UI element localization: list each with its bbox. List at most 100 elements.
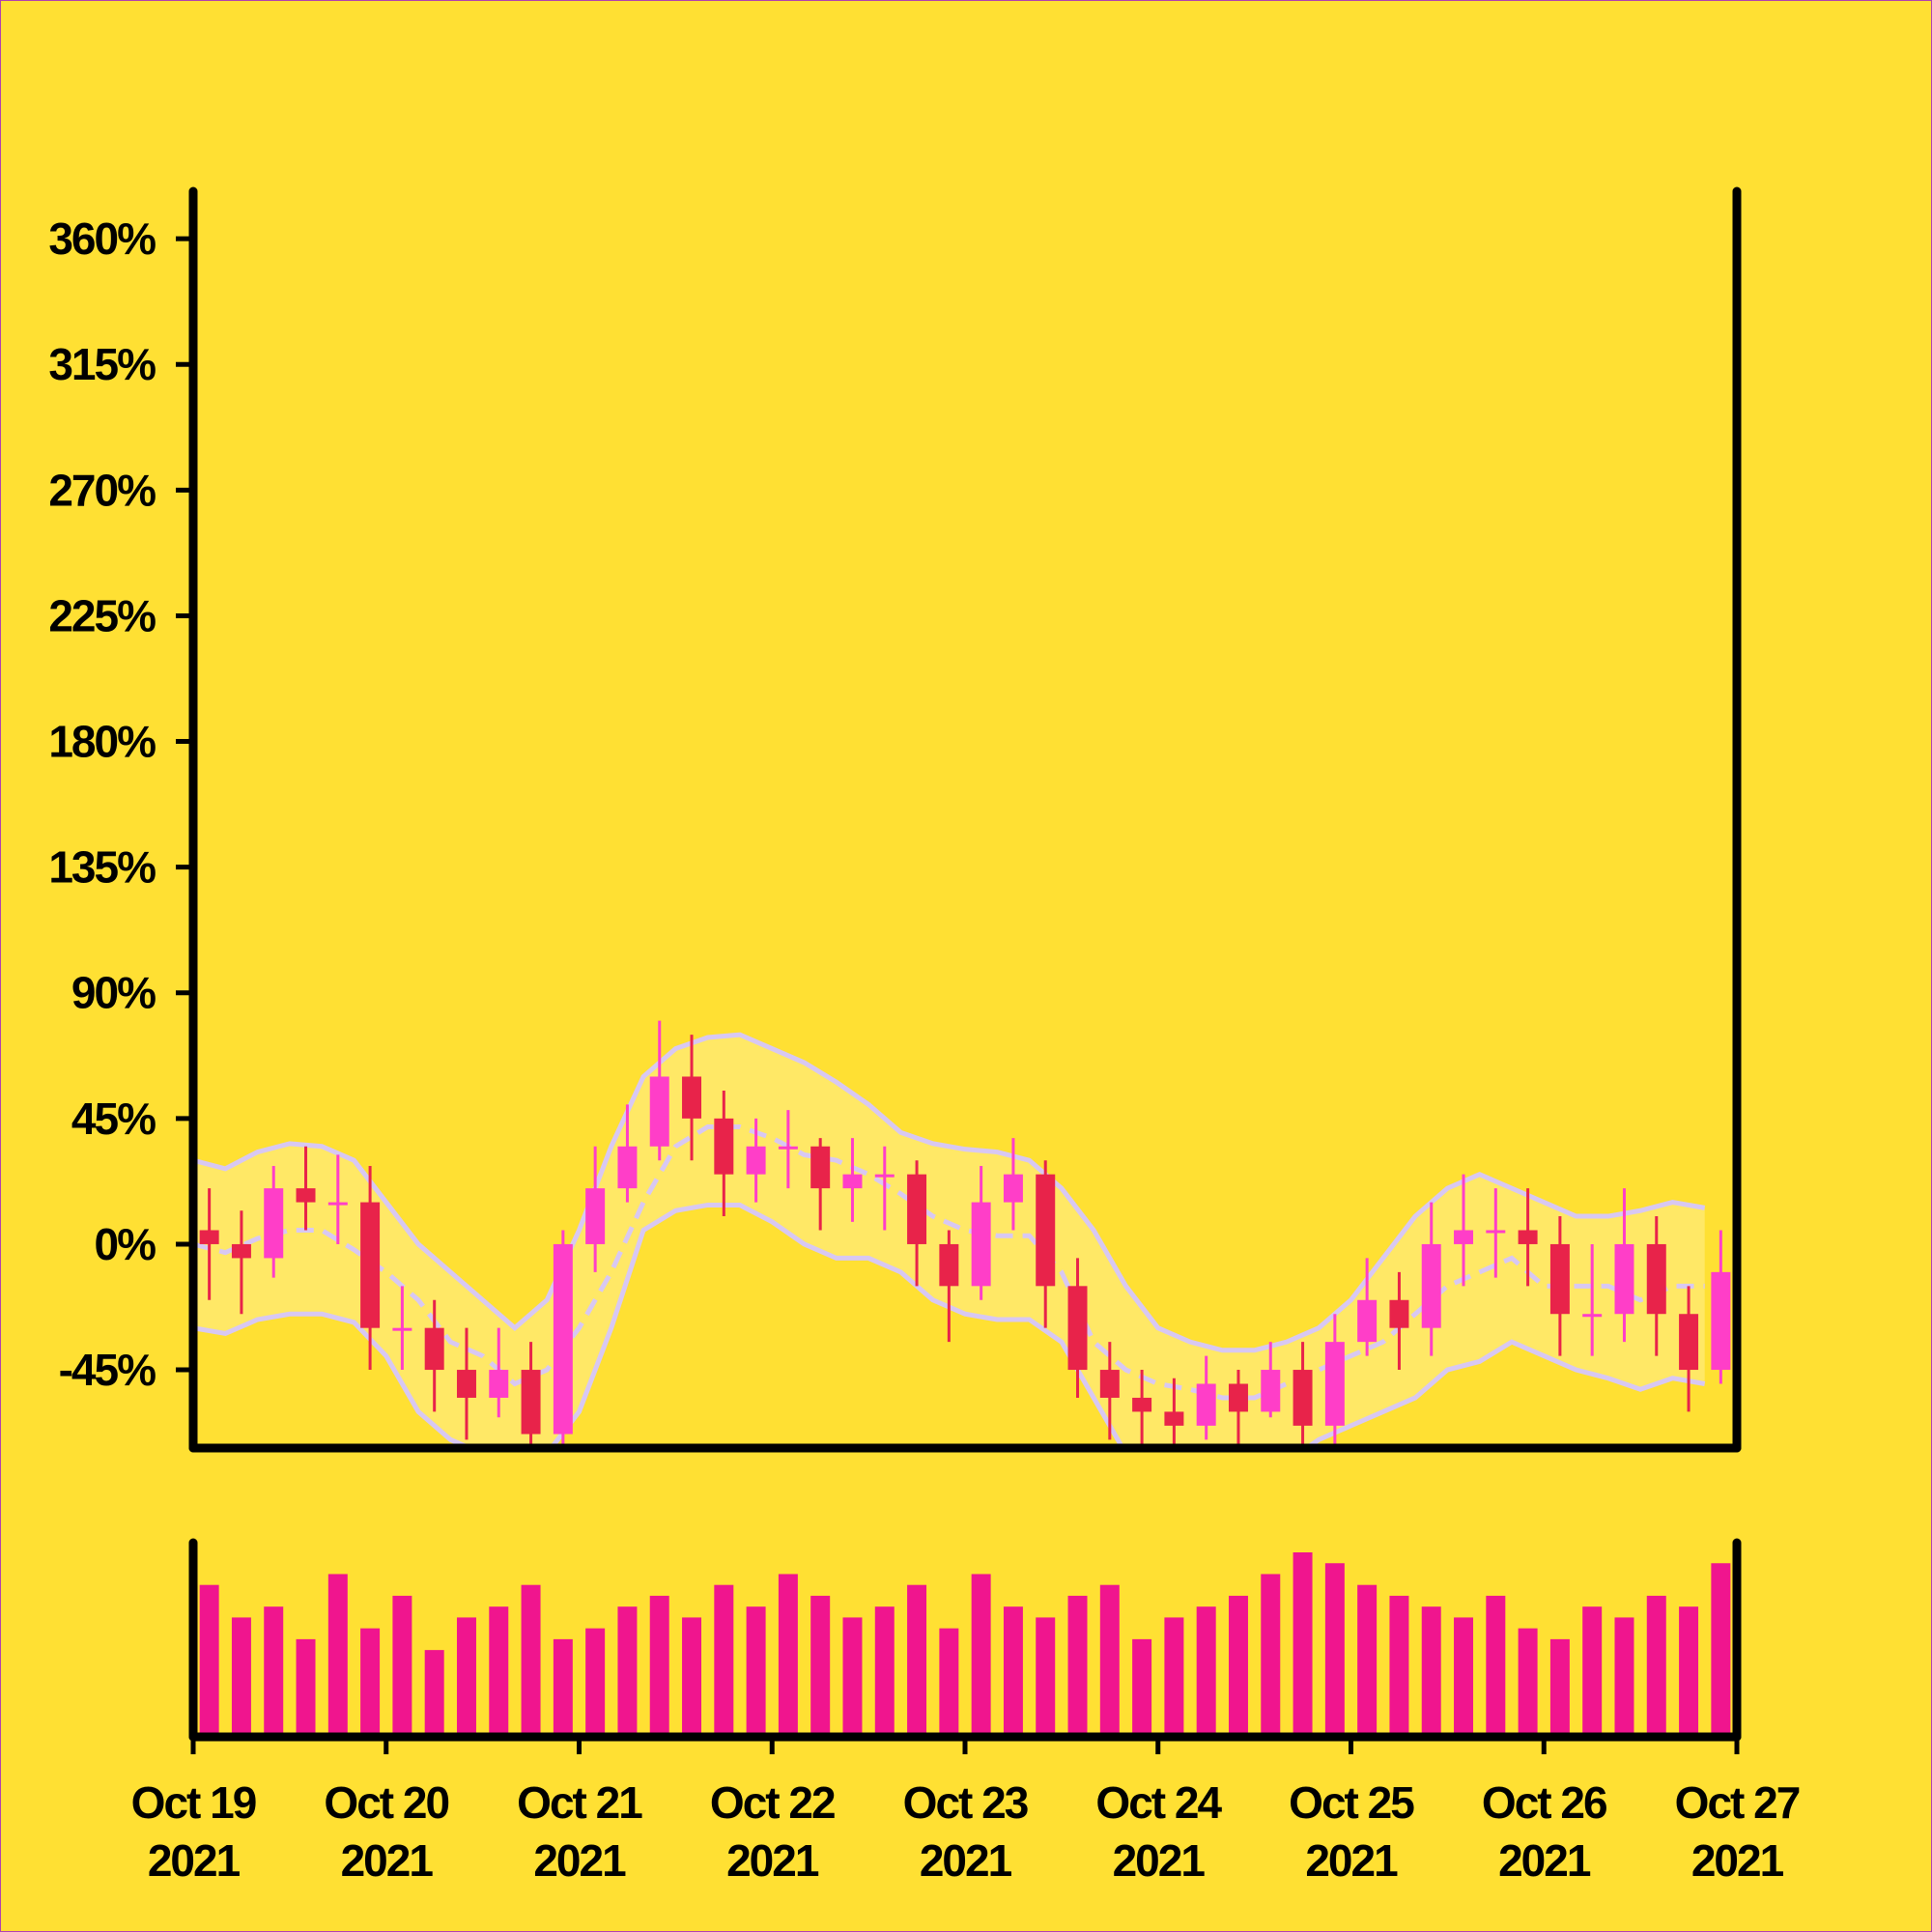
x-tick-label: Oct 25 <box>1289 1777 1414 1828</box>
volume-bar <box>1099 1584 1120 1737</box>
volume-bar <box>1293 1552 1313 1737</box>
volume-bar <box>1518 1628 1538 1737</box>
candle-body <box>456 1370 476 1398</box>
x-tick-label: Oct 21 <box>517 1777 642 1828</box>
candle-body <box>1711 1271 1731 1371</box>
volume-bar <box>1067 1595 1088 1737</box>
volume-bar <box>1454 1617 1474 1737</box>
candle-body <box>1582 1314 1603 1318</box>
candle-body <box>778 1146 798 1150</box>
candle-body <box>1293 1370 1313 1426</box>
volume-bar <box>842 1617 863 1737</box>
candle-body <box>1036 1174 1056 1287</box>
candle-body <box>1357 1299 1378 1343</box>
candle-body <box>1614 1243 1634 1315</box>
candle-body <box>714 1118 734 1175</box>
candle-body <box>971 1202 991 1287</box>
x-tick-label: 2021 <box>920 1835 1012 1886</box>
volume-bar <box>617 1606 638 1737</box>
band-upper <box>193 1032 1706 1353</box>
volume-bar <box>1389 1595 1409 1737</box>
volume-bar <box>489 1606 509 1737</box>
candle-body <box>682 1076 702 1119</box>
volume-bar <box>553 1638 573 1737</box>
x-tick-label: Oct 26 <box>1482 1777 1606 1828</box>
volume-bar <box>1261 1574 1281 1737</box>
candle-body <box>1196 1383 1216 1426</box>
x-tick-label: Oct 19 <box>131 1777 256 1828</box>
y-tick-label: -45% <box>59 1345 156 1395</box>
candle-body <box>874 1174 895 1178</box>
x-tick-label: 2021 <box>1498 1835 1591 1886</box>
y-tick-label: 90% <box>71 968 156 1018</box>
candle-body <box>1164 1411 1184 1426</box>
candle-body <box>1324 1342 1345 1426</box>
candle-body <box>585 1188 606 1244</box>
volume-bar <box>231 1617 251 1737</box>
candle-body <box>424 1327 444 1371</box>
candle-body <box>1454 1230 1474 1244</box>
volume-bar <box>778 1574 798 1737</box>
candle-body <box>1421 1243 1441 1328</box>
y-tick-label: 315% <box>48 339 156 389</box>
candle-body <box>521 1370 541 1435</box>
volume-bar <box>264 1606 284 1737</box>
volume-bar <box>360 1628 381 1737</box>
volume-area <box>199 1552 1731 1737</box>
candle-body <box>842 1174 863 1189</box>
volume-bar <box>1679 1606 1699 1737</box>
axes: -45% 0% 45% 90% 135% 180% 225% 270% 315% 360% Oct … <box>48 186 1802 1886</box>
x-tick-label: Oct 23 <box>903 1777 1028 1828</box>
volume-bar <box>1196 1606 1216 1737</box>
volume-bar <box>1711 1563 1731 1737</box>
volume-bar <box>1646 1595 1666 1737</box>
x-tick-label: 2021 <box>1305 1835 1398 1886</box>
volume-bar <box>810 1595 831 1737</box>
volume-bar <box>585 1628 606 1737</box>
volume-bar <box>521 1584 541 1737</box>
volume-bar <box>424 1650 444 1737</box>
volume-bar <box>1164 1617 1184 1737</box>
x-tick-label: 2021 <box>341 1835 434 1886</box>
candle-body <box>199 1230 219 1244</box>
candle-body <box>746 1146 766 1175</box>
y-tick-label: 45% <box>71 1094 156 1144</box>
candle-body <box>1679 1314 1699 1371</box>
x-tick-label: 2021 <box>1113 1835 1206 1886</box>
x-tick-label: 2021 <box>1691 1835 1784 1886</box>
candle-body <box>649 1076 669 1147</box>
volume-bar <box>1421 1606 1441 1737</box>
y-tick-label: 0% <box>95 1219 156 1269</box>
candle-body <box>264 1188 284 1259</box>
x-tick-label: 2021 <box>726 1835 819 1886</box>
y-tick-label: 225% <box>48 590 156 640</box>
candle-body <box>489 1370 509 1398</box>
volume-bar <box>1486 1595 1506 1737</box>
candle-body <box>327 1202 348 1206</box>
volume-bar <box>392 1595 412 1737</box>
x-tick-label: Oct 20 <box>324 1777 448 1828</box>
candle-body <box>1228 1383 1248 1412</box>
candle-body <box>810 1146 831 1189</box>
candle-body <box>1099 1370 1120 1398</box>
candle-body <box>231 1243 251 1259</box>
volume-bar <box>649 1595 669 1737</box>
volume-bar <box>1324 1563 1345 1737</box>
candle-body <box>1132 1397 1152 1412</box>
candle-body <box>1518 1230 1538 1244</box>
candle-body <box>392 1327 412 1331</box>
volume-bar <box>1582 1606 1603 1737</box>
volume-bar <box>874 1606 895 1737</box>
y-tick-label: 270% <box>48 465 156 515</box>
plot-area <box>193 1020 1731 1448</box>
volume-bar <box>1132 1638 1152 1737</box>
candle-body <box>296 1188 316 1203</box>
x-tick-label: Oct 22 <box>710 1777 835 1828</box>
volume-bar <box>1357 1584 1378 1737</box>
candle-body <box>1389 1299 1409 1328</box>
x-tick-label: 2021 <box>148 1835 241 1886</box>
volume-bar <box>1614 1617 1634 1737</box>
volume-bar <box>327 1574 348 1737</box>
volume-bar <box>1228 1595 1248 1737</box>
